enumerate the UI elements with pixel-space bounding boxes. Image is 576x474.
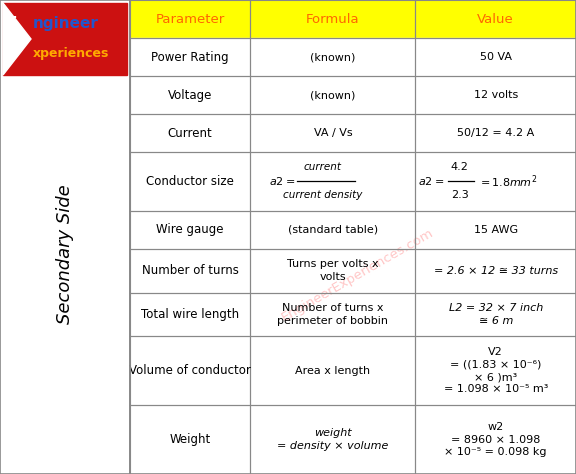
Text: Parameter: Parameter: [156, 12, 225, 26]
Text: ngineer: ngineer: [33, 16, 99, 30]
Text: Total wire length: Total wire length: [141, 308, 239, 321]
Polygon shape: [415, 76, 576, 114]
Text: 15 AWG: 15 AWG: [473, 225, 518, 235]
Text: Power Rating: Power Rating: [151, 51, 229, 64]
Text: weight
= density × volume: weight = density × volume: [277, 428, 389, 451]
Text: Conductor size: Conductor size: [146, 175, 234, 188]
Polygon shape: [130, 38, 251, 76]
Text: w2
= 8960 × 1.098
× 10⁻⁵ = 0.098 kg: w2 = 8960 × 1.098 × 10⁻⁵ = 0.098 kg: [445, 422, 547, 457]
Polygon shape: [415, 405, 576, 474]
Polygon shape: [415, 38, 576, 76]
Text: Area x length: Area x length: [295, 366, 370, 376]
Text: Weight: Weight: [169, 433, 211, 446]
Text: 50/12 = 4.2 A: 50/12 = 4.2 A: [457, 128, 535, 138]
Polygon shape: [130, 337, 251, 405]
Polygon shape: [251, 114, 415, 152]
Polygon shape: [415, 152, 576, 210]
Text: = 2.6 × 12 ≅ 33 turns: = 2.6 × 12 ≅ 33 turns: [434, 265, 558, 275]
Text: Number of turns x
perimeter of bobbin: Number of turns x perimeter of bobbin: [278, 303, 388, 326]
Polygon shape: [251, 249, 415, 292]
Polygon shape: [130, 249, 251, 292]
Polygon shape: [130, 405, 251, 474]
Polygon shape: [415, 249, 576, 292]
Text: 50 VA: 50 VA: [480, 52, 511, 62]
Text: $= 1.8mm^{2}$: $= 1.8mm^{2}$: [478, 173, 537, 190]
Text: 4.2: 4.2: [451, 163, 469, 173]
Text: Voltage: Voltage: [168, 89, 213, 102]
Polygon shape: [130, 0, 251, 38]
Polygon shape: [415, 210, 576, 249]
Polygon shape: [0, 0, 130, 474]
Text: 12 volts: 12 volts: [473, 90, 518, 100]
Polygon shape: [251, 76, 415, 114]
Polygon shape: [251, 292, 415, 337]
Text: Current: Current: [168, 127, 213, 140]
Polygon shape: [130, 292, 251, 337]
Polygon shape: [415, 292, 576, 337]
Polygon shape: [130, 152, 251, 210]
Text: E: E: [7, 16, 17, 30]
Text: $a2 =$: $a2 =$: [269, 175, 295, 187]
Polygon shape: [251, 38, 415, 76]
Text: current density: current density: [283, 191, 363, 201]
Text: Value: Value: [478, 12, 514, 26]
Text: Secondary Side: Secondary Side: [56, 185, 74, 324]
Text: Wire gauge: Wire gauge: [157, 223, 224, 236]
Polygon shape: [415, 0, 576, 38]
Text: $a2 =$: $a2 =$: [418, 175, 444, 187]
Text: Number of turns: Number of turns: [142, 264, 238, 277]
Text: Volume of conductor: Volume of conductor: [129, 365, 251, 377]
Text: xperiences: xperiences: [33, 46, 109, 60]
Text: V2
= ((1.83 × 10⁻⁶)
× 6 )m³
= 1.098 × 10⁻⁵ m³: V2 = ((1.83 × 10⁻⁶) × 6 )m³ = 1.098 × 10…: [444, 347, 548, 394]
Text: E: E: [7, 46, 16, 60]
Text: Formula: Formula: [306, 12, 360, 26]
Polygon shape: [251, 152, 415, 210]
Polygon shape: [3, 3, 31, 75]
Text: (standard table): (standard table): [288, 225, 378, 235]
Polygon shape: [251, 0, 415, 38]
Polygon shape: [130, 210, 251, 249]
Text: current: current: [304, 163, 342, 173]
Polygon shape: [415, 114, 576, 152]
Text: 2.3: 2.3: [451, 191, 469, 201]
Polygon shape: [251, 337, 415, 405]
Polygon shape: [415, 337, 576, 405]
Polygon shape: [251, 405, 415, 474]
Text: Turns per volts x
volts: Turns per volts x volts: [287, 259, 379, 282]
Polygon shape: [130, 76, 251, 114]
Text: (known): (known): [310, 90, 355, 100]
Polygon shape: [251, 210, 415, 249]
Polygon shape: [130, 114, 251, 152]
Text: L2 = 32 × 7 inch
≅ 6 m: L2 = 32 × 7 inch ≅ 6 m: [449, 303, 543, 326]
Text: EngineerExperiences.com: EngineerExperiences.com: [279, 226, 435, 324]
Text: (known): (known): [310, 52, 355, 62]
Text: VA / Vs: VA / Vs: [313, 128, 353, 138]
Polygon shape: [3, 3, 127, 75]
